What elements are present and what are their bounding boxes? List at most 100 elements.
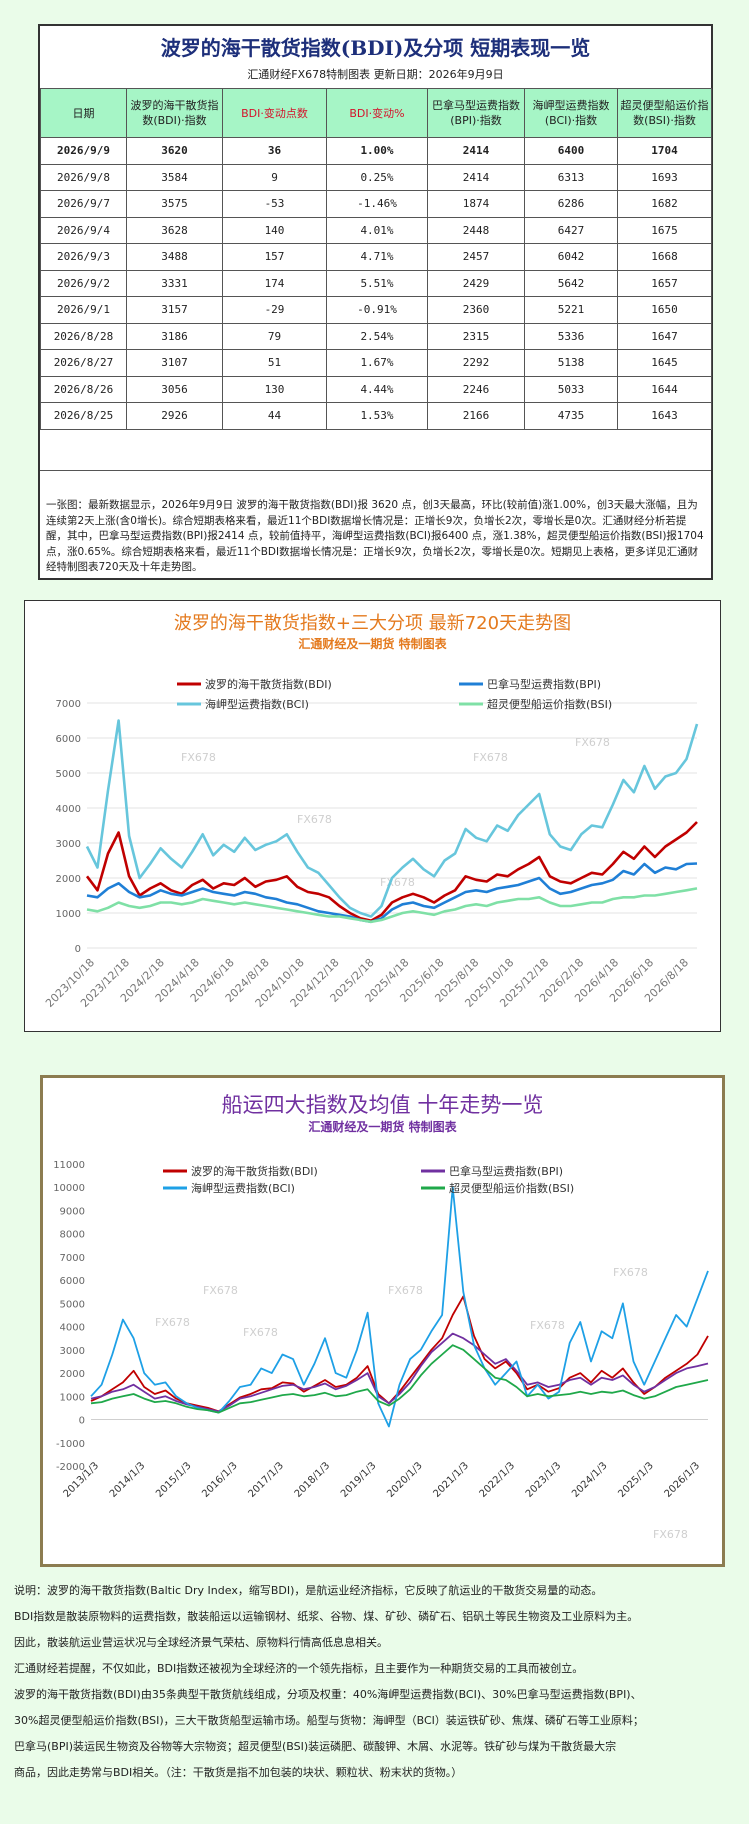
table-cell: 5.51%: [326, 269, 428, 297]
table-cell: 2360: [427, 296, 525, 324]
bdi-table-panel: 波罗的海干散货指数(BDI)及分项 短期表现一览 汇通财经FX678特制图表 更…: [38, 24, 713, 580]
watermark: FX678: [181, 751, 216, 764]
table-cell: 36: [222, 137, 327, 165]
chart-720-days: 波罗的海干散货指数+三大分项 最新720天走势图汇通财经及一期货 特制图表 0 10…: [24, 600, 721, 1032]
y-tick-label: 4000: [56, 804, 81, 815]
table-row: 2026/9/1 3157 -29 -0.91% 2360 5221 1650: [40, 296, 712, 324]
table-cell: -53: [222, 190, 327, 218]
table-cell: 2026/9/9: [40, 137, 127, 165]
series-line: [90, 1332, 709, 1413]
table-cell: 6313: [524, 163, 618, 191]
explanation-line: 30%超灵便型船运价指数(BSI)，三大干散货船型运输市场。船型与货物：海岬型（…: [14, 1714, 644, 1727]
table-cell: 2026/9/8: [40, 163, 127, 191]
table-cell: 5221: [524, 296, 618, 324]
column-header: 波罗的海干散货指数(BDI)·指数: [126, 88, 223, 138]
table-cell: 5336: [524, 322, 618, 350]
table-row: 2026/8/28 3186 79 2.54% 2315 5336 1647: [40, 322, 712, 350]
table-row: 2026/9/9 3620 36 1.00% 2414 6400 1704: [40, 137, 712, 165]
legend-entry: 超灵便型船运价指数(BSI): [487, 697, 612, 711]
table-row: 2026/8/26 3056 130 4.44% 2246 5033 1644: [40, 375, 712, 403]
table-cell: 2.54%: [326, 322, 428, 350]
watermark: FX678: [203, 1284, 238, 1297]
explanation-line: BDI指数是散装原物料的运费指数，散装船运以运输钢材、纸浆、谷物、煤、矿砂、磷矿…: [14, 1610, 639, 1623]
table-cell: 3575: [126, 190, 223, 218]
table-row: 2026/9/2 3331 174 5.51% 2429 5642 1657: [40, 269, 712, 297]
x-tick-label: 2025/1/3: [616, 1460, 656, 1500]
chart-subtitle: 汇通财经及一期货 特制图表: [308, 1119, 457, 1134]
table-cell: 79: [222, 322, 327, 350]
y-tick-label: 0: [75, 944, 81, 955]
table-cell: 51: [222, 349, 327, 377]
table-cell: -0.91%: [326, 296, 428, 324]
chart-subtitle: 汇通财经及一期货 特制图表: [298, 636, 447, 651]
y-tick-label: 9000: [60, 1206, 85, 1217]
legend-entry: 海岬型运费指数(BCI): [191, 1181, 295, 1195]
table-cell: 4735: [524, 402, 618, 430]
table-cell: 130: [222, 375, 327, 403]
legend-entry: 超灵便型船运价指数(BSI): [449, 1181, 574, 1195]
table-cell: 4.44%: [326, 375, 428, 403]
y-tick-label: 5000: [56, 769, 81, 780]
explanation-line: 汇通财经若提醒，不仅如此，BDI指数还被视为全球经济的一个领先指标，且主要作为一…: [14, 1662, 584, 1675]
table-cell: 1.00%: [326, 137, 428, 165]
explanation-line: 因此，散装航运业营运状况与全球经济景气荣枯、原物料行情高低息息相关。: [14, 1636, 388, 1649]
table-cell: 44: [222, 402, 327, 430]
table-cell: 2026/9/4: [40, 216, 127, 244]
table-cell: 2026/8/25: [40, 402, 127, 430]
table-cell: 6427: [524, 216, 618, 244]
series-line: [86, 887, 698, 924]
table-cell: 1643: [617, 402, 712, 430]
column-header: 日期: [40, 88, 127, 138]
table-subtitle: 汇通财经FX678特制图表 更新日期：2026年9月9日: [247, 68, 504, 81]
legend-entry: 海岬型运费指数(BCI): [205, 697, 309, 711]
table-cell: 1.67%: [326, 349, 428, 377]
y-tick-label: 1000: [60, 1392, 85, 1403]
y-tick-label: 6000: [56, 734, 81, 745]
x-tick-label: 2023/1/3: [524, 1460, 564, 1500]
table-cell: -29: [222, 296, 327, 324]
chart-title: 波罗的海干散货指数+三大分项 最新720天走势图: [174, 613, 571, 634]
table-cell: 5033: [524, 375, 618, 403]
table-cell: 2315: [427, 322, 525, 350]
watermark: FX678: [613, 1266, 648, 1279]
table-row: 2026/9/4 3628 140 4.01% 2448 6427 1675: [40, 216, 712, 244]
table-cell: 2026/9/3: [40, 243, 127, 271]
table-cell: 2414: [427, 137, 525, 165]
watermark: FX678: [575, 736, 610, 749]
table-cell: 1874: [427, 190, 525, 218]
table-cell: 2026/8/26: [40, 375, 127, 403]
table-cell: 3584: [126, 163, 223, 191]
column-header: BDI·变动点数: [222, 88, 327, 138]
watermark: FX678: [243, 1326, 278, 1339]
series-line: [86, 862, 698, 924]
table-cell: 1650: [617, 296, 712, 324]
column-header: 海岬型运费指数(BCI)·指数: [524, 88, 618, 138]
x-tick-label: 2017/1/3: [247, 1460, 287, 1500]
table-cell: 1644: [617, 375, 712, 403]
chart-ten-years: 船运四大指数及均值 十年走势一览 汇通财经及一期货 特制图表 -2000 -1000 0…: [40, 1075, 725, 1567]
table-row: 2026/9/7 3575 -53 -1.46% 1874 6286 1682: [40, 190, 712, 218]
table-cell: 1645: [617, 349, 712, 377]
x-tick-label: 2022/1/3: [478, 1460, 518, 1500]
table-cell: 5138: [524, 349, 618, 377]
series-line: [85, 821, 698, 923]
explanation-line: 巴拿马(BPI)装运民生物资及谷物等大宗物资；超灵便型(BSI)装运磷肥、碳酸钾…: [14, 1740, 617, 1753]
watermark: FX678: [473, 751, 508, 764]
y-tick-label: 3000: [56, 839, 81, 850]
x-tick-label: 2018/1/3: [293, 1460, 333, 1500]
y-tick-label: 1000: [56, 909, 81, 920]
table-cell: -1.46%: [326, 190, 428, 218]
legend-entry: 巴拿马型运费指数(BPI): [487, 677, 601, 691]
y-tick-label: 2000: [56, 874, 81, 885]
x-tick-label: 2026/1/3: [663, 1460, 703, 1500]
table-cell: 2026/9/7: [40, 190, 127, 218]
column-header: 巴拿马型运费指数(BPI)·指数: [427, 88, 525, 138]
table-cell: 6042: [524, 243, 618, 271]
table-cell: 5642: [524, 269, 618, 297]
y-tick-label: 3000: [60, 1346, 85, 1357]
explanation-line: 说明：波罗的海干散货指数(Baltic Dry Index，缩写BDI)，是航运…: [14, 1584, 603, 1597]
table-cell: 4.01%: [326, 216, 428, 244]
table-cell: 1682: [617, 190, 712, 218]
